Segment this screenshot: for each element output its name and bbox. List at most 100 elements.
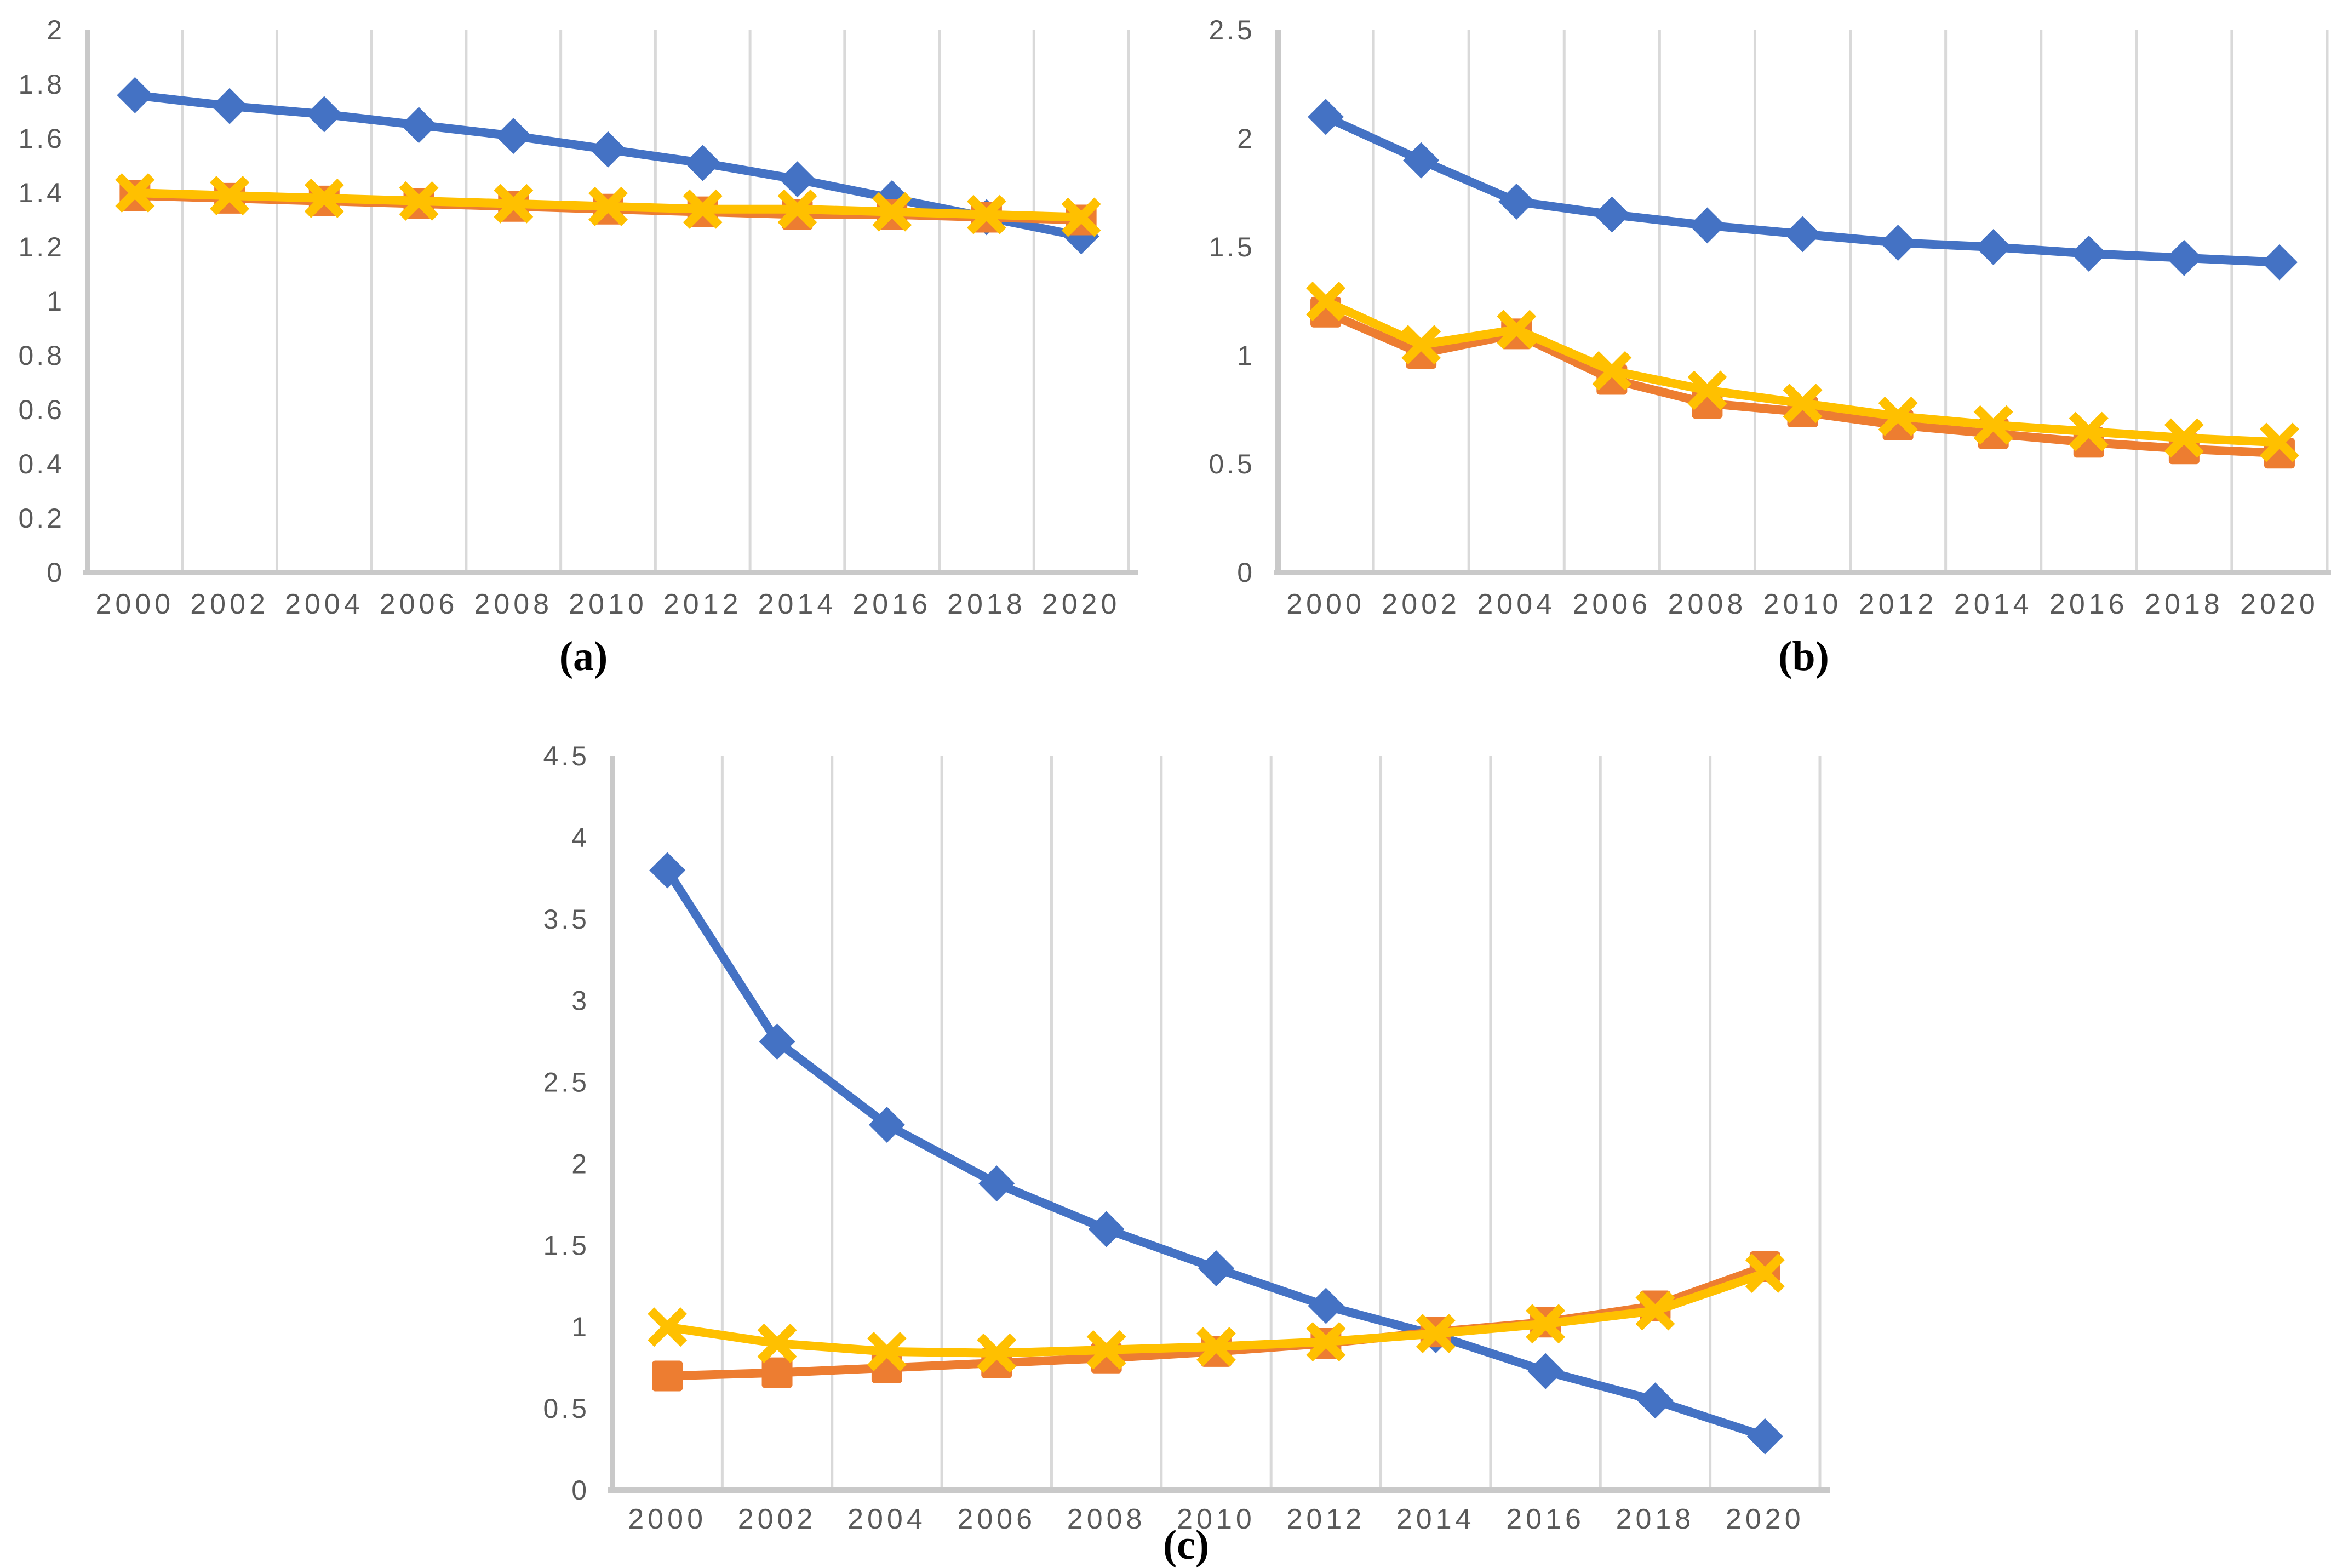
chart-c-canvas: 0 0.5 1 1.5 2 2.5 3 3.5 4 4.5 2000 2002 2004 2006 2008… [543, 741, 1830, 1535]
diamond-marker [2261, 244, 2298, 281]
x-marker [1086, 1330, 1126, 1370]
y-tick-label: 2 [1237, 123, 1255, 154]
diamond-marker [211, 88, 248, 124]
x-tick-label: 2002 [1382, 588, 1461, 620]
x-tick-label: 2012 [663, 588, 742, 620]
blue-diamond-series-markers [649, 852, 1783, 1455]
x-tick-label: 2016 [1506, 1503, 1585, 1535]
diamond-marker [495, 118, 532, 154]
y-tick-label: 2.5 [543, 1067, 589, 1098]
x-tick-label: 2018 [2145, 588, 2224, 620]
blue-diamond-series-markers [117, 77, 1099, 255]
diamond-marker [759, 1023, 795, 1060]
x-tick-label: 2010 [1763, 588, 1842, 620]
diamond-marker [1198, 1250, 1234, 1287]
x-marker [1401, 325, 1441, 365]
x-tick-label: 2008 [1668, 588, 1747, 620]
y-tick-label: 2 [571, 1148, 589, 1179]
y-axis-tick-labels: 0 0.5 1 1.5 2 2.5 [1209, 15, 1255, 588]
y-tick-label: 0 [571, 1475, 589, 1506]
diamond-marker [649, 852, 686, 889]
x-tick-label: 2000 [628, 1503, 707, 1535]
diamond-marker [1637, 1382, 1674, 1419]
yellow-x-series [115, 173, 1101, 237]
y-tick-label: 4.5 [543, 741, 589, 771]
blue-diamond-series [117, 77, 1099, 255]
x-marker [966, 194, 1006, 234]
diamond-marker [2070, 235, 2107, 272]
x-marker [977, 1333, 1017, 1373]
y-tick-label: 0.2 [18, 503, 65, 534]
chart-b-canvas: 0 0.5 1 1.5 2 2.5 2000 2002 2004 2006 2008 2010 2012… [1209, 15, 2331, 620]
y-axis-tick-labels: 0 0.2 0.4 0.6 0.8 1 1.2 1.4 1.6 1.8 2 [18, 15, 65, 588]
y-tick-label: 2.5 [1209, 15, 1255, 45]
x-tick-label: 2018 [947, 588, 1026, 620]
x-marker [399, 181, 439, 221]
diamond-marker [1403, 142, 1440, 179]
x-marker [2259, 422, 2299, 462]
diamond-marker [1308, 1287, 1344, 1324]
x-marker [1416, 1314, 1456, 1354]
x-marker [777, 189, 817, 229]
axis-lines [608, 756, 1830, 1493]
gridlines [86, 30, 1130, 573]
x-tick-label: 2012 [1859, 588, 1938, 620]
x-tick-label: 2000 [1286, 588, 1365, 620]
y-tick-label: 0 [1237, 557, 1255, 588]
x-tick-label: 2006 [1572, 588, 1651, 620]
diamond-marker [1088, 1211, 1125, 1247]
y-tick-label: 0.5 [543, 1393, 589, 1424]
x-marker [1592, 351, 1632, 391]
diamond-marker [868, 1106, 905, 1143]
x-marker [1745, 1253, 1785, 1293]
x-tick-label: 2006 [380, 588, 459, 620]
x-tick-label: 2004 [285, 588, 364, 620]
x-tick-label: 2002 [190, 588, 269, 620]
yellow-x-series [1306, 281, 2299, 462]
yellow-x-series-markers [1306, 281, 2299, 462]
orange-square-series [1310, 296, 2295, 469]
blue-diamond-series [649, 852, 1783, 1455]
x-tick-label: 2014 [1954, 588, 2033, 620]
y-tick-label: 1.5 [543, 1230, 589, 1261]
blue-diamond-series-markers [1308, 99, 2298, 281]
x-tick-label: 2020 [2240, 588, 2319, 620]
yellow-x-series-markers [648, 1253, 1785, 1373]
yellow-x-series-markers [115, 173, 1101, 237]
x-tick-label: 2016 [2049, 588, 2128, 620]
y-tick-label: 1.2 [18, 232, 65, 262]
yellow-x-series [648, 1253, 1785, 1373]
x-tick-label: 2020 [1042, 588, 1121, 620]
y-tick-label: 1.5 [1209, 232, 1255, 262]
y-tick-label: 1 [571, 1312, 589, 1342]
x-marker [588, 186, 628, 226]
x-tick-label: 2014 [1396, 1503, 1475, 1535]
y-tick-label: 4 [571, 822, 589, 853]
diamond-marker [1975, 229, 2012, 265]
x-tick-label: 2010 [1177, 1503, 1256, 1535]
x-marker [210, 175, 250, 215]
x-marker [2164, 418, 2204, 458]
y-tick-label: 0.6 [18, 394, 65, 425]
x-tick-label: 2020 [1726, 1503, 1805, 1535]
x-marker [1973, 405, 2013, 445]
caption-panel-b: (b) [1778, 633, 1829, 679]
diamond-marker [2166, 239, 2202, 276]
y-tick-label: 1.4 [18, 178, 65, 208]
x-marker [494, 184, 534, 224]
gridlines [611, 756, 1822, 1490]
x-marker [1061, 197, 1101, 237]
x-marker [304, 178, 344, 218]
diamond-marker [1784, 216, 1821, 253]
diamond-marker [1689, 207, 1726, 244]
x-tick-label: 2010 [569, 588, 648, 620]
y-tick-label: 0.8 [18, 340, 65, 371]
x-marker [648, 1307, 688, 1347]
x-tick-label: 2016 [852, 588, 931, 620]
x-tick-label: 2012 [1287, 1503, 1366, 1535]
y-tick-label: 0 [47, 557, 65, 588]
x-tick-label: 2004 [847, 1503, 926, 1535]
x-marker [683, 189, 723, 229]
diamond-marker [1594, 196, 1630, 233]
y-tick-label: 2 [47, 15, 65, 45]
